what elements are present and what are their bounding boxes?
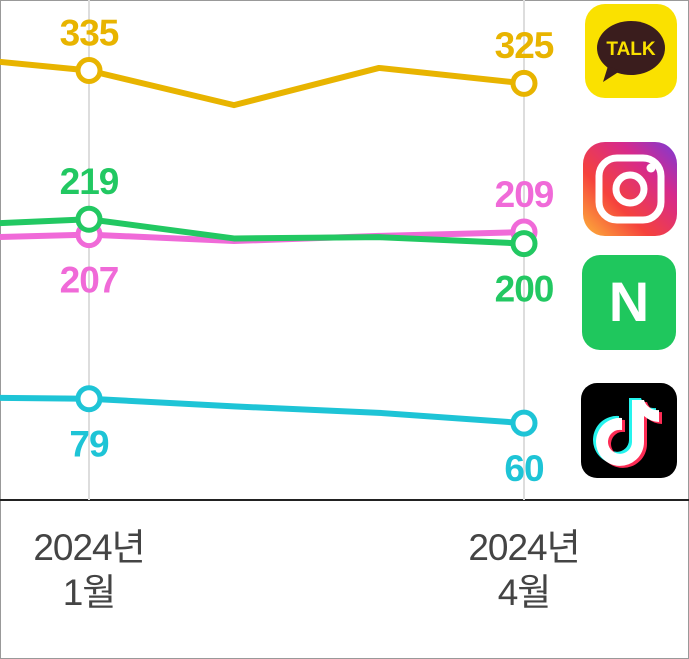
x-tick-label-line: 1월 [63, 572, 116, 613]
x-tick-label-line: 4월 [498, 572, 551, 613]
icon-label: TALK [606, 39, 656, 60]
kakao-icon: TALK [585, 4, 677, 98]
point-marker [75, 205, 103, 233]
data-label: 79 [69, 423, 109, 464]
series-line [0, 216, 525, 247]
data-label: 325 [495, 25, 554, 66]
data-label: 209 [495, 174, 554, 215]
point-marker [510, 230, 538, 258]
x-tick-label-line: 2024년 [468, 527, 579, 568]
series-line [0, 58, 525, 109]
x-tick-label: 2024년 4월 [468, 527, 579, 613]
data-label: 219 [60, 161, 119, 202]
plot [0, 0, 538, 500]
tiktok-icon [581, 383, 677, 478]
point-marker [510, 409, 538, 437]
naver-icon: N [582, 255, 676, 350]
data-label: 335 [60, 12, 119, 53]
data-label: 200 [495, 268, 554, 309]
series-line [0, 394, 525, 427]
data-label: 207 [60, 259, 119, 300]
icon-label: N [609, 270, 649, 333]
x-tick-label: 2024년 1월 [33, 527, 144, 613]
point-marker [75, 385, 103, 413]
x-tick-label-line: 2024년 [33, 527, 144, 568]
point-marker [75, 57, 103, 85]
instagram-icon [583, 142, 677, 236]
point-marker [510, 69, 538, 97]
data-label: 60 [504, 448, 544, 489]
